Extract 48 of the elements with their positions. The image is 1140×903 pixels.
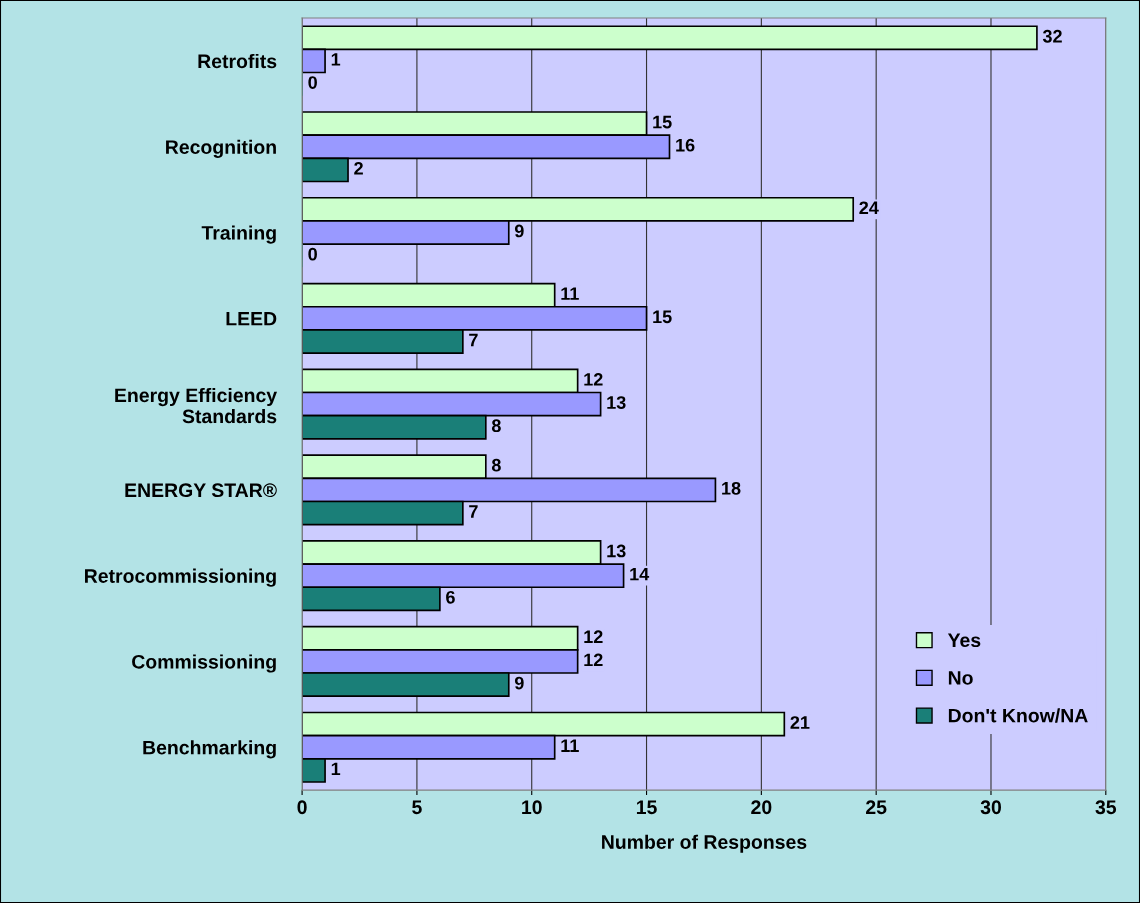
legend-label: Yes [947, 633, 981, 648]
x-tick-label: 0 [297, 800, 307, 815]
data-label: 0 [308, 247, 317, 261]
x-tick-label: 15 [636, 800, 657, 815]
data-label: 24 [859, 201, 879, 215]
data-label: 13 [607, 544, 626, 558]
data-label: 12 [584, 630, 603, 643]
data-label: 13 [607, 396, 626, 409]
y-tick-label: Retrofits [198, 53, 277, 69]
y-tick-label: Recognition [166, 139, 276, 158]
data-label: 7 [469, 505, 478, 518]
legend-label: No [948, 671, 973, 685]
data-label: 32 [1042, 29, 1062, 43]
data-label: 16 [676, 138, 695, 152]
x-axis-title: Number of Responses [602, 834, 807, 853]
x-tick-label: 20 [751, 800, 772, 815]
y-tick-label: ENERGY STAR® [125, 483, 277, 498]
data-label: 11 [561, 287, 579, 300]
data-label: 21 [790, 716, 810, 729]
data-label: 2 [354, 161, 363, 175]
data-label: 15 [653, 310, 672, 324]
data-label: 6 [446, 590, 455, 604]
data-label: 1 [331, 53, 341, 66]
data-label: 12 [584, 372, 603, 386]
legend-label: Don't Know/NA [948, 708, 1088, 723]
data-label: 8 [491, 419, 501, 433]
y-tick-label: Retrocommissioning [85, 568, 276, 587]
data-label: 7 [469, 333, 478, 347]
data-label: 11 [561, 739, 579, 752]
data-label: 15 [653, 115, 672, 129]
y-tick-label: LEED [226, 311, 277, 326]
x-tick-label: 10 [522, 800, 542, 815]
data-label: 1 [331, 762, 341, 776]
x-tick-label: 5 [412, 800, 422, 815]
x-tick-label: 35 [1095, 800, 1117, 815]
data-label: 0 [308, 76, 317, 89]
x-tick-label: 30 [980, 800, 1001, 815]
data-label: 9 [514, 676, 524, 690]
y-tick-label: Energy Efficiency Standards [115, 387, 278, 424]
y-tick-label: Commissioning [132, 654, 276, 673]
x-tick-label: 25 [866, 800, 887, 815]
data-label: 8 [491, 458, 501, 472]
y-tick-label: Benchmarking [143, 740, 276, 759]
data-label: 14 [630, 567, 650, 581]
data-label: 12 [584, 653, 603, 667]
data-label: 9 [514, 224, 524, 238]
y-tick-label: Training [201, 225, 276, 244]
data-label: 18 [722, 481, 741, 495]
